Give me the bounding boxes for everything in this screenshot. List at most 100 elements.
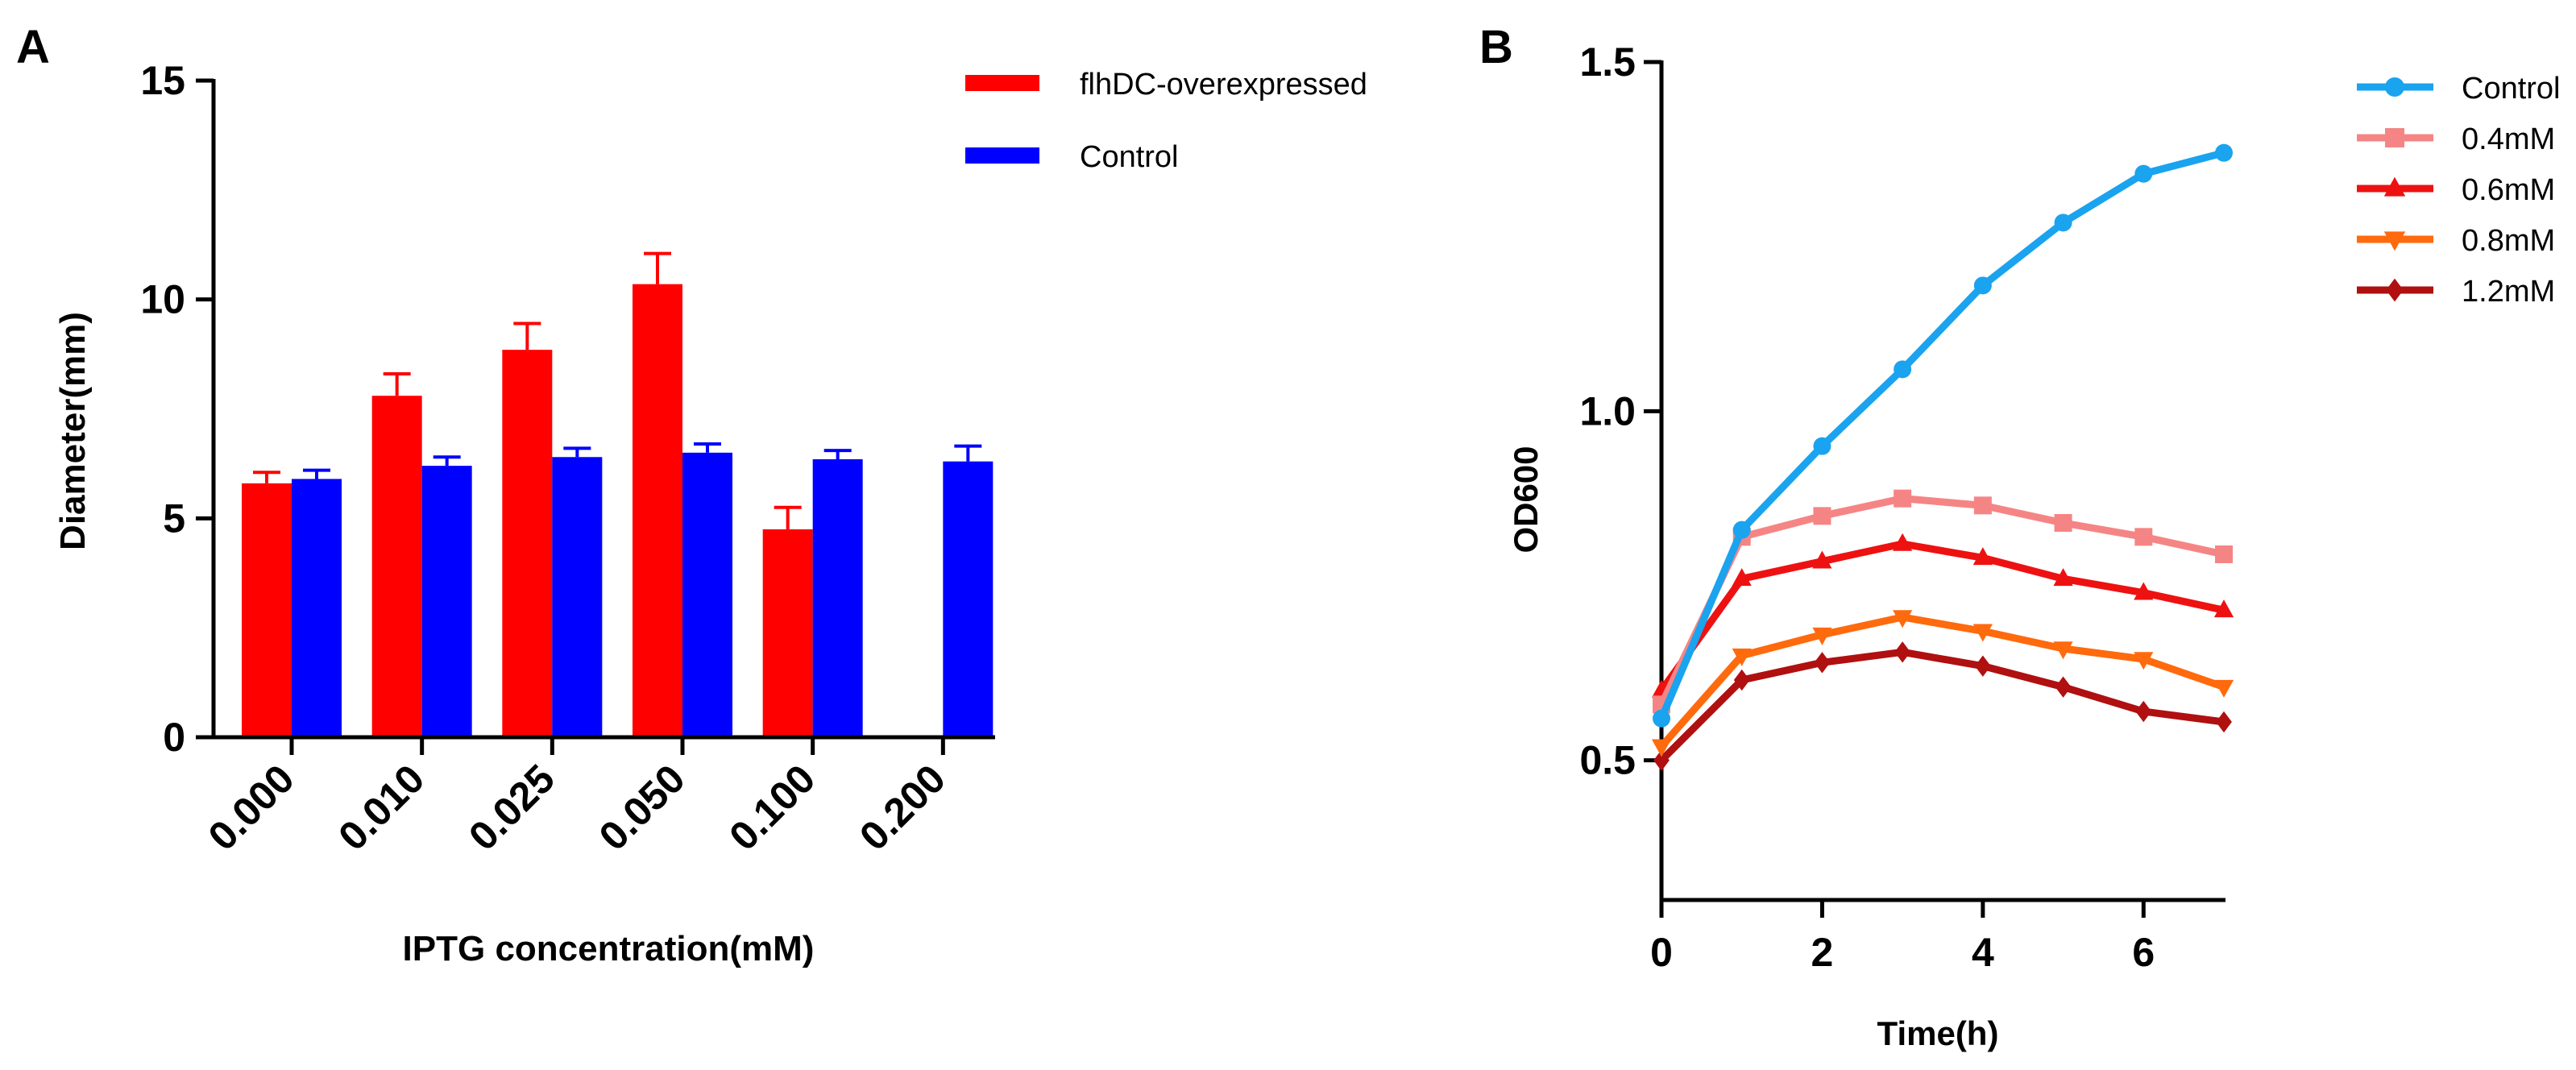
panel-b-x-tick-label: 0 xyxy=(1650,930,1673,975)
panel-b-marker xyxy=(1974,655,1991,677)
panel-a-error-bars xyxy=(253,251,982,529)
panel-b-legend-label: Control xyxy=(2462,72,2561,106)
panel-b-x-tick-label: 4 xyxy=(1972,930,1994,975)
panel-a-bar xyxy=(552,457,603,737)
panel-a-x-ticks: 0.000 0.010 0.025 0.050 0.100 0.200 xyxy=(200,737,954,859)
panel-b-marker xyxy=(2054,214,2072,232)
panel-a-bar xyxy=(421,466,472,737)
panel-b-marker xyxy=(1893,610,1913,628)
panel-b-marker xyxy=(2213,599,2234,618)
panel-a-legend-swatch xyxy=(965,147,1039,164)
panel-b-legend-label: 0.8mM xyxy=(2462,224,2555,258)
panel-a-legend-label: flhDC-overexpressed xyxy=(1080,68,1367,102)
panel-b-marker xyxy=(1894,360,1912,379)
panel-a-x-tick-label: 0.200 xyxy=(851,756,954,859)
panel-a-x-axis-label: IPTG concentration(mM) xyxy=(403,929,815,968)
panel-b-marker xyxy=(1812,550,1832,569)
panel-b-x-ticks: 0 2 4 6 xyxy=(1650,900,2155,975)
panel-b-marker xyxy=(2134,582,2154,600)
panel-b-marker xyxy=(2053,568,2073,587)
panel-b-series xyxy=(1651,533,2234,698)
panel-b-marker xyxy=(1893,533,1913,551)
panel-b-marker xyxy=(1732,520,1751,539)
panel-a-bar xyxy=(682,452,732,737)
panel-b-y-tick-label: 1.5 xyxy=(1579,39,1636,85)
panel-b-marker xyxy=(1732,648,1752,666)
panel-a-bar xyxy=(812,458,863,737)
panel-a-y-tick-label: 15 xyxy=(140,58,185,103)
panel-b-marker xyxy=(2383,176,2406,197)
panel-b-series xyxy=(1651,610,2234,757)
panel-a-bar xyxy=(242,483,292,737)
panel-a-x-tick-label: 0.010 xyxy=(330,756,433,859)
panel-a-y-ticks: 0 5 10 15 xyxy=(140,58,214,760)
panel-b-marker xyxy=(1972,547,1993,566)
panel-b-marker xyxy=(2055,676,2072,698)
panel-b-marker xyxy=(1653,749,1670,771)
panel-b: B 0.5 1.0 1.5 0 2 4 6 OD600 Time(h) Control 0.… xyxy=(1479,21,2561,1052)
panel-b-marker xyxy=(2385,128,2404,147)
panel-b-marker xyxy=(1972,624,1993,642)
panel-b-legend: Control 0.4mM 0.6mM 0.8mM 1.2mM xyxy=(2357,72,2561,309)
panel-b-y-tick-label: 1.0 xyxy=(1579,388,1636,433)
panel-b-marker xyxy=(2386,278,2404,302)
panel-b-marker xyxy=(1894,641,1911,663)
panel-b-x-axis-label: Time(h) xyxy=(1877,1014,1999,1052)
panel-a-bar xyxy=(633,284,682,737)
panel-b-marker xyxy=(1651,739,1672,757)
panel-b-series-line xyxy=(1657,495,2225,707)
panel-b-marker xyxy=(2216,711,2232,733)
panel-b-series-line xyxy=(1657,149,2225,720)
panel-b-marker xyxy=(2134,164,2153,183)
panel-b-marker xyxy=(1894,489,1912,508)
panel-b-y-axis-label: OD600 xyxy=(1507,446,1545,553)
panel-b-marker xyxy=(2383,231,2406,251)
panel-a-bar xyxy=(762,529,813,737)
panel-b-marker xyxy=(1732,568,1752,587)
panel-a-y-tick-label: 5 xyxy=(163,496,185,541)
panel-b-lines xyxy=(1651,143,2234,771)
panel-b-marker xyxy=(2215,545,2233,563)
panel-b-series-line xyxy=(1658,613,2225,749)
panel-b-legend-label: 0.4mM xyxy=(2462,122,2555,156)
panel-b-marker xyxy=(1812,627,1832,645)
panel-b-marker xyxy=(1813,437,1831,455)
panel-b-y-ticks: 0.5 1.0 1.5 xyxy=(1579,39,1661,783)
panel-b-marker xyxy=(2054,514,2072,532)
panel-b-series xyxy=(1653,143,2233,728)
panel-a-x-tick-label: 0.000 xyxy=(200,756,303,859)
panel-b-marker xyxy=(1813,507,1831,525)
panel-a-y-tick-label: 10 xyxy=(140,277,185,322)
panel-b-marker xyxy=(1973,276,1992,295)
panel-a-y-axis-label: Diameter(mm) xyxy=(53,312,93,550)
panel-a-x-tick-label: 0.050 xyxy=(591,756,694,859)
panel-a-x-tick-label: 0.100 xyxy=(720,756,823,859)
panel-b-marker xyxy=(1653,709,1670,728)
panel-a-bar xyxy=(292,479,342,737)
panel-b-series xyxy=(1653,641,2232,771)
panel-b-marker xyxy=(1733,669,1750,691)
panel-b-marker xyxy=(2053,641,2073,660)
panel-a-x-tick-label: 0.025 xyxy=(460,756,563,859)
panel-b-marker xyxy=(2134,528,2153,546)
panel-a-axes xyxy=(211,79,995,740)
panel-b-x-tick-label: 2 xyxy=(1811,930,1834,975)
panel-b-marker xyxy=(2215,143,2233,162)
panel-b-label: B xyxy=(1479,21,1513,73)
panel-b-marker xyxy=(2213,679,2234,698)
panel-a-legend-label: Control xyxy=(1080,140,1179,174)
panel-a-bars xyxy=(242,284,993,737)
panel-a-bar xyxy=(371,396,422,737)
panel-b-legend-label: 1.2mM xyxy=(2462,275,2555,309)
panel-a-label: A xyxy=(16,21,50,73)
panel-b-marker xyxy=(2385,77,2404,97)
panel-b-marker xyxy=(1814,652,1831,674)
panel-a-y-tick-label: 0 xyxy=(163,715,185,760)
panel-b-y-tick-label: 0.5 xyxy=(1579,738,1636,783)
panel-a-legend-swatch xyxy=(965,75,1039,91)
panel-b-legend-label: 0.6mM xyxy=(2462,173,2555,207)
panel-b-axes xyxy=(1659,60,2225,902)
panel-a-bar xyxy=(943,461,993,737)
